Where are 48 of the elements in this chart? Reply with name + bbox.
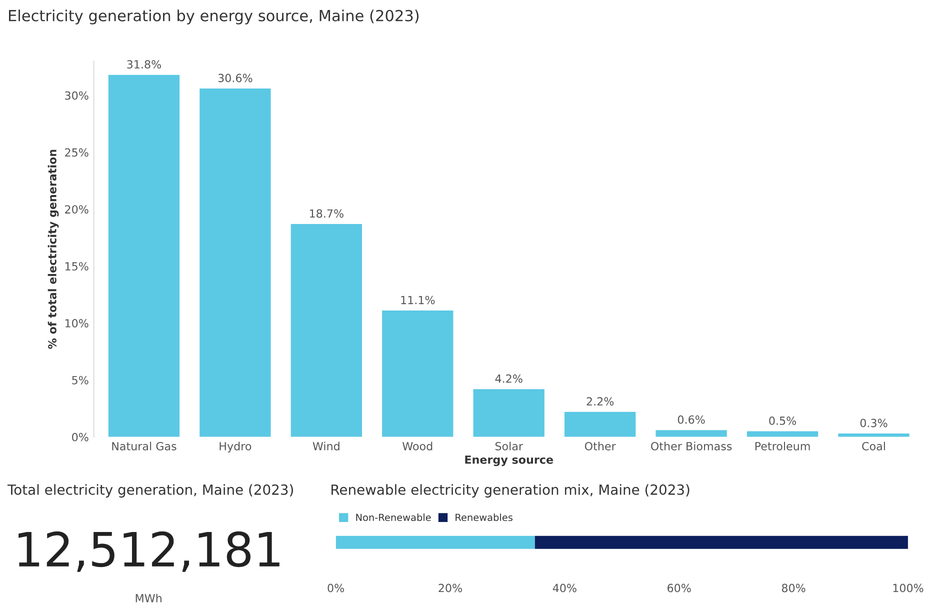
- bar: [382, 310, 454, 437]
- chart-title: Electricity generation by energy source, Maine (2023): [9, 10, 419, 24]
- x-tick-label: Other Biomass: [651, 442, 732, 450]
- data-label: 11.1%: [401, 296, 435, 304]
- x-tick-label: 80%: [782, 584, 806, 592]
- x-tick-label: Solar: [495, 442, 524, 450]
- y-tick-label: 20%: [65, 205, 88, 214]
- data-label: 18.7%: [310, 209, 344, 218]
- y-tick-label: 0%: [72, 432, 88, 442]
- text: Total electricity generation, Maine (2023): [7, 484, 293, 498]
- bar: [656, 430, 727, 437]
- data-label: 4.2%: [495, 374, 522, 383]
- x-tick-label: Hydro: [220, 442, 252, 453]
- text: 12,512,181: [18, 531, 280, 572]
- x-tick-label: 60%: [668, 584, 691, 592]
- x-tick-label: 100%: [893, 584, 924, 592]
- x-tick-label: Petroleum: [755, 442, 810, 450]
- y-tick-label: 30%: [65, 91, 88, 100]
- x-tick-label: 40%: [552, 584, 576, 592]
- legend-label: Non-Renewable: [356, 514, 431, 522]
- x-tick-label: Coal: [862, 442, 885, 450]
- x-tick-label: Other: [584, 442, 616, 450]
- y-tick-label: 25%: [65, 148, 88, 157]
- chart-title: Renewable electricity generation mix, Maine (2023): [332, 484, 690, 498]
- x-tick-label: 0%: [328, 584, 344, 592]
- bar: [746, 431, 818, 437]
- y-axis-title: % of total electricity generation: [48, 150, 59, 349]
- bar: [290, 224, 362, 437]
- x-tick-label: 20%: [438, 584, 462, 592]
- bar: [108, 74, 180, 437]
- x-tick-label: Natural Gas: [112, 442, 176, 450]
- data-label: 0.5%: [769, 416, 796, 425]
- data-label: 0.6%: [678, 415, 705, 424]
- bar: [473, 389, 544, 437]
- y-tick-label: 10%: [65, 319, 88, 328]
- x-tick-label: Wind: [312, 442, 340, 450]
- text: MWh: [136, 594, 162, 602]
- legend-label: Renewables: [456, 514, 512, 522]
- y-tick-label: 15%: [65, 262, 88, 271]
- bar: [564, 412, 636, 437]
- data-label: 30.6%: [218, 74, 252, 82]
- data-label: 2.2%: [586, 397, 614, 406]
- data-label: 31.8%: [127, 60, 162, 69]
- x-axis-title: Energy source: [465, 456, 553, 466]
- data-label: 0.3%: [860, 418, 888, 428]
- y-tick-label: 5%: [72, 376, 88, 384]
- bar: [200, 88, 271, 437]
- x-tick-label: Wood: [402, 442, 432, 450]
